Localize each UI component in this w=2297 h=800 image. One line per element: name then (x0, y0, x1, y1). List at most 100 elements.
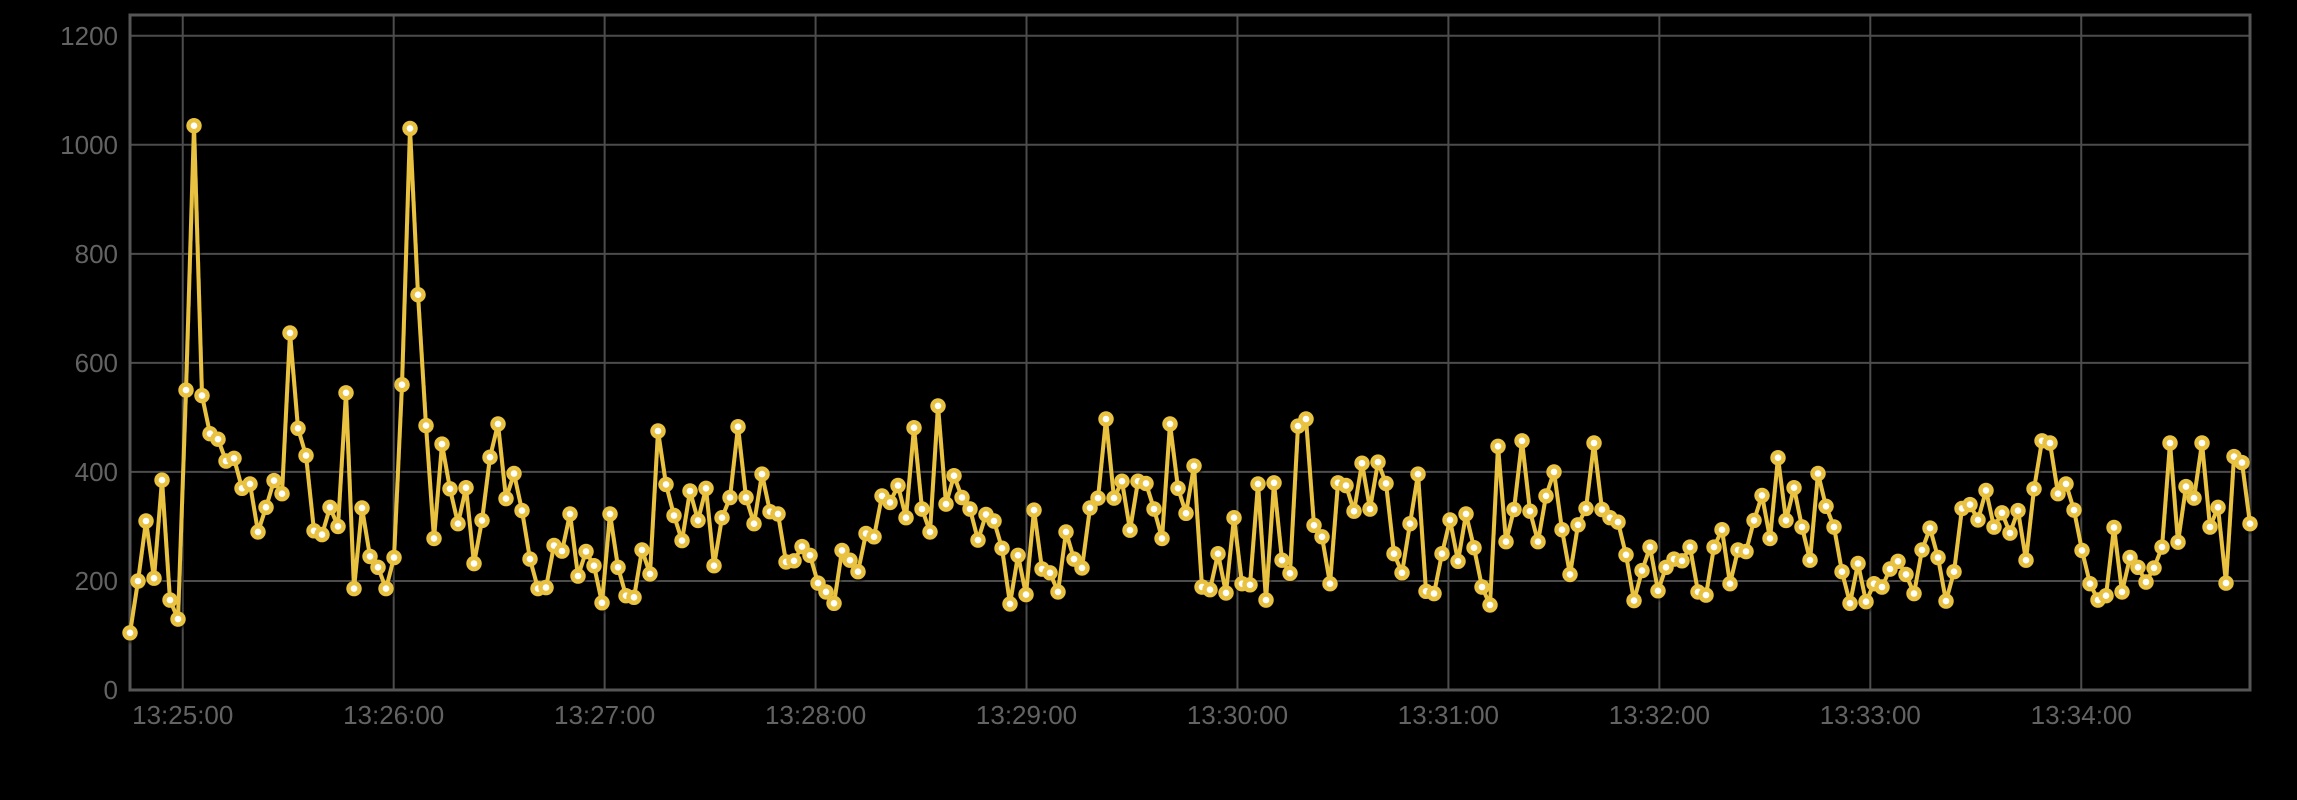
data-point-marker[interactable] (458, 480, 474, 496)
data-point-marker[interactable] (1362, 501, 1378, 517)
data-point-marker[interactable] (634, 542, 650, 558)
data-point-marker[interactable] (426, 530, 442, 547)
data-point-marker[interactable] (506, 465, 522, 482)
data-point-marker[interactable] (826, 595, 842, 611)
data-point-marker[interactable] (1626, 592, 1642, 609)
data-point-marker[interactable] (322, 499, 338, 515)
data-point-marker[interactable] (1514, 433, 1530, 449)
data-point-marker[interactable] (1410, 466, 1426, 482)
data-point-marker[interactable] (1834, 564, 1850, 580)
data-point-marker[interactable] (1786, 480, 1802, 496)
data-point-marker[interactable] (1946, 564, 1962, 580)
data-point-marker[interactable] (1570, 517, 1586, 533)
data-point-marker[interactable] (666, 507, 682, 524)
data-point-marker[interactable] (1050, 584, 1066, 600)
data-point-marker[interactable] (194, 387, 210, 404)
data-point-marker[interactable] (466, 555, 482, 572)
data-point-marker[interactable] (1842, 595, 1858, 611)
data-point-marker[interactable] (346, 580, 362, 597)
data-point-marker[interactable] (1178, 505, 1194, 521)
data-point-marker[interactable] (2210, 499, 2226, 515)
data-point-marker[interactable] (1634, 562, 1650, 579)
data-point-marker[interactable] (930, 398, 946, 414)
data-point-marker[interactable] (1746, 512, 1762, 529)
data-point-marker[interactable] (810, 575, 826, 591)
data-point-marker[interactable] (1650, 583, 1666, 599)
data-point-marker[interactable] (162, 592, 178, 608)
data-point-marker[interactable] (378, 580, 394, 597)
data-point-marker[interactable] (1394, 565, 1410, 581)
data-point-marker[interactable] (1354, 455, 1370, 471)
data-point-marker[interactable] (1466, 540, 1482, 556)
data-point-marker[interactable] (1938, 593, 1954, 609)
data-point-marker[interactable] (1482, 597, 1498, 613)
data-point-marker[interactable] (258, 499, 274, 515)
data-point-marker[interactable] (1258, 592, 1274, 608)
data-point-marker[interactable] (2114, 584, 2130, 600)
data-point-marker[interactable] (1890, 553, 1906, 569)
data-point-marker[interactable] (554, 543, 570, 559)
data-point-marker[interactable] (954, 489, 970, 506)
data-point-marker[interactable] (922, 524, 938, 540)
data-point-marker[interactable] (834, 542, 850, 559)
data-point-marker[interactable] (2194, 435, 2210, 451)
data-point-marker[interactable] (1042, 565, 1058, 581)
data-point-marker[interactable] (1762, 530, 1778, 547)
data-point-marker[interactable] (1898, 566, 1914, 583)
data-point-marker[interactable] (362, 548, 378, 565)
data-point-marker[interactable] (1738, 543, 1754, 560)
data-point-marker[interactable] (1922, 520, 1938, 536)
data-point-marker[interactable] (1282, 565, 1298, 581)
data-point-marker[interactable] (138, 513, 154, 529)
data-point-marker[interactable] (1434, 546, 1450, 562)
data-point-marker[interactable] (890, 477, 906, 494)
data-point-marker[interactable] (2218, 575, 2234, 591)
data-point-marker[interactable] (394, 377, 410, 393)
data-point-marker[interactable] (1458, 506, 1474, 522)
data-point-marker[interactable] (1274, 552, 1290, 568)
data-point-marker[interactable] (154, 472, 170, 488)
data-point-marker[interactable] (450, 516, 466, 532)
data-point-marker[interactable] (1402, 516, 1418, 532)
data-point-marker[interactable] (130, 573, 146, 589)
data-point-marker[interactable] (226, 450, 242, 466)
data-point-marker[interactable] (1266, 475, 1282, 491)
data-point-marker[interactable] (522, 551, 538, 567)
data-point-marker[interactable] (418, 417, 434, 434)
data-point-marker[interactable] (2202, 519, 2218, 535)
data-point-marker[interactable] (1226, 510, 1242, 526)
data-point-marker[interactable] (1530, 534, 1546, 550)
data-point-marker[interactable] (1490, 438, 1506, 454)
data-point-marker[interactable] (1930, 549, 1946, 566)
data-point-marker[interactable] (2066, 502, 2082, 518)
data-point-marker[interactable] (1306, 517, 1322, 533)
data-point-marker[interactable] (946, 468, 962, 484)
data-point-marker[interactable] (578, 543, 594, 560)
data-point-marker[interactable] (122, 625, 138, 641)
data-point-marker[interactable] (2186, 490, 2202, 506)
data-point-marker[interactable] (754, 466, 770, 482)
data-point-marker[interactable] (1722, 576, 1738, 592)
data-point-marker[interactable] (1018, 586, 1034, 603)
data-point-marker[interactable] (2130, 559, 2146, 575)
data-point-marker[interactable] (570, 568, 586, 584)
data-point-marker[interactable] (186, 117, 202, 134)
data-point-marker[interactable] (1026, 502, 1042, 518)
data-point-marker[interactable] (794, 538, 810, 555)
data-point-marker[interactable] (2018, 552, 2034, 568)
data-point-marker[interactable] (490, 416, 506, 432)
data-point-marker[interactable] (1818, 498, 1834, 514)
data-point-marker[interactable] (170, 611, 186, 627)
data-point-marker[interactable] (266, 472, 282, 489)
data-point-marker[interactable] (1106, 490, 1122, 506)
data-point-marker[interactable] (1714, 522, 1730, 538)
data-point-marker[interactable] (2146, 560, 2162, 576)
data-point-marker[interactable] (442, 481, 458, 497)
data-point-marker[interactable] (250, 524, 266, 540)
data-point-marker[interactable] (2050, 486, 2066, 502)
data-point-marker[interactable] (298, 447, 314, 464)
data-point-marker[interactable] (690, 512, 706, 529)
data-point-marker[interactable] (1522, 503, 1538, 519)
data-point-marker[interactable] (1210, 546, 1226, 562)
